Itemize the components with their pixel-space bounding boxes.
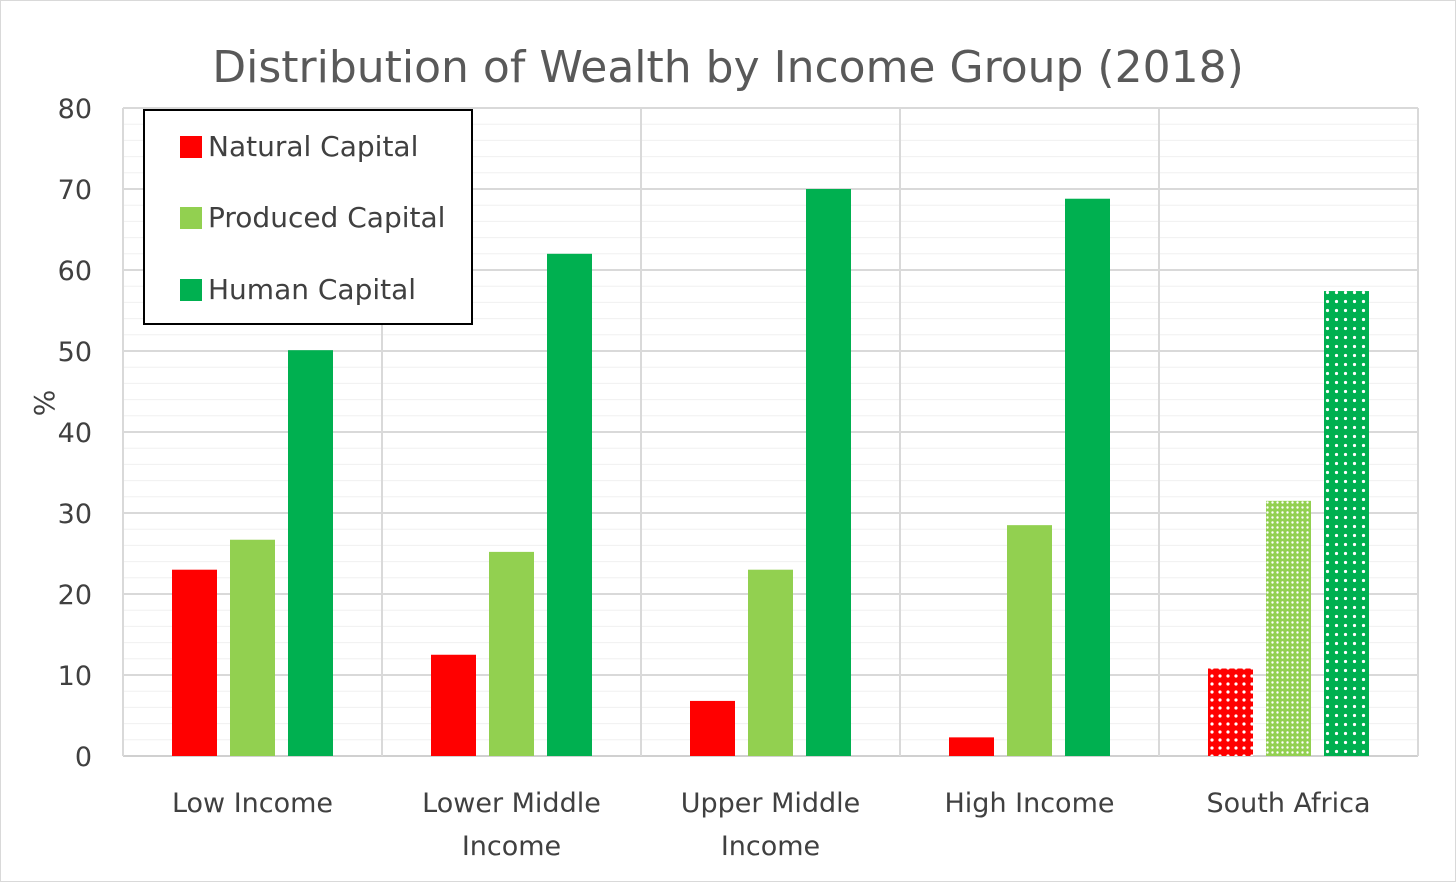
chart-title: Distribution of Wealth by Income Group (…	[212, 42, 1244, 93]
bar	[489, 551, 534, 756]
bar	[431, 654, 476, 756]
bar	[1324, 291, 1369, 756]
bar	[1266, 500, 1311, 756]
legend-swatch-human	[180, 279, 202, 301]
legend-label-produced: Produced Capital	[208, 201, 445, 234]
legend-label-human: Human Capital	[208, 273, 416, 306]
y-tick-label: 40	[58, 418, 92, 449]
bar	[1065, 198, 1110, 757]
x-tick-label: Income	[462, 831, 561, 862]
y-tick-label: 50	[58, 337, 92, 368]
legend-swatch-natural	[180, 136, 202, 158]
y-tick-label: 60	[58, 256, 92, 287]
bar	[230, 539, 275, 756]
bar	[806, 189, 851, 756]
y-tick-label: 80	[58, 94, 92, 125]
y-axis-label: %	[28, 390, 61, 417]
legend-label-natural: Natural Capital	[208, 130, 418, 163]
x-tick-label: Income	[721, 831, 820, 862]
y-tick-label: 0	[75, 742, 92, 773]
y-tick-label: 10	[58, 661, 92, 692]
category-gridlines	[122, 108, 1419, 756]
bar	[1208, 668, 1253, 756]
y-axis-ticks: 0 10 20 30 40 50 60 70 80	[58, 94, 92, 773]
bar	[547, 253, 592, 757]
y-tick-label: 70	[58, 175, 92, 206]
bar	[748, 569, 793, 756]
x-tick-label: Lower Middle	[422, 788, 601, 819]
legend-swatch-produced	[180, 207, 202, 229]
bars	[172, 189, 1369, 757]
x-tick-label: High Income	[945, 788, 1115, 819]
bar	[172, 569, 217, 756]
legend: Natural Capital Produced Capital Human C…	[143, 109, 473, 325]
y-tick-label: 30	[58, 499, 92, 530]
x-tick-label: Low Income	[172, 788, 333, 819]
x-tick-label: Upper Middle	[681, 788, 861, 819]
x-axis-labels: Low Income Lower Middle Income Upper Middle…	[172, 788, 1371, 862]
bar	[690, 700, 735, 756]
bar	[1007, 525, 1052, 756]
bar	[288, 350, 333, 756]
bar	[949, 737, 994, 756]
x-tick-label: South Africa	[1206, 788, 1370, 819]
y-tick-label: 20	[58, 580, 92, 611]
